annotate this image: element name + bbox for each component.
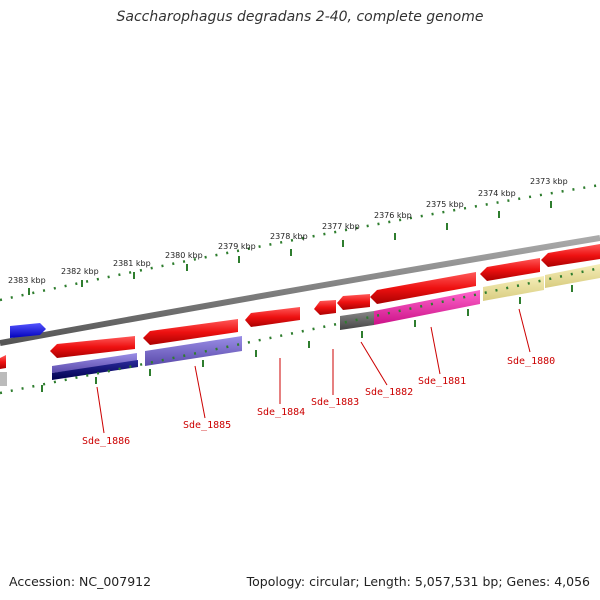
gene-label-sde-1886[interactable]: Sde_1886 bbox=[82, 436, 130, 447]
forward-strand-genes bbox=[10, 244, 600, 338]
scale-label: 2381 kbp bbox=[113, 259, 151, 268]
gene-arrow-reverse[interactable] bbox=[245, 307, 300, 327]
gene-arrow-reverse[interactable] bbox=[337, 294, 370, 310]
gene-label-sde-1880[interactable]: Sde_1880 bbox=[507, 356, 555, 367]
gene-arrow-reverse[interactable] bbox=[0, 355, 6, 369]
gene-arrow-reverse[interactable] bbox=[50, 336, 135, 358]
scale-label: 2376 kbp bbox=[374, 211, 412, 220]
gene-arrow-reverse[interactable] bbox=[541, 244, 600, 267]
gene-label-sde-1882[interactable]: Sde_1882 bbox=[365, 387, 413, 398]
accession-text: Accession: NC_007912 bbox=[9, 574, 152, 589]
genome-backbone bbox=[0, 235, 600, 346]
scale-ticks-outer bbox=[0, 183, 600, 302]
gene-feature-purple[interactable] bbox=[52, 353, 137, 373]
scale-label: 2375 kbp bbox=[426, 200, 464, 209]
gene-leader-lines bbox=[96, 308, 531, 434]
gene-feature-navy[interactable] bbox=[52, 360, 138, 380]
scale-ticks-inner bbox=[0, 266, 600, 395]
scale-label: 2382 kbp bbox=[61, 267, 99, 276]
genome-title: Saccharophagus degradans 2-40, complete … bbox=[116, 9, 484, 25]
gene-feature-gray[interactable] bbox=[0, 372, 7, 386]
scale-labels: 2383 kbp 2382 kbp 2381 kbp 2380 kbp 2379… bbox=[8, 177, 568, 285]
scale-label: 2383 kbp bbox=[8, 276, 46, 285]
scale-label: 2374 kbp bbox=[478, 189, 516, 198]
gene-feature-yellow[interactable] bbox=[545, 264, 600, 288]
gene-label-sde-1883[interactable]: Sde_1883 bbox=[311, 397, 359, 408]
gene-arrow-blue[interactable] bbox=[10, 323, 46, 338]
scale-label: 2378 kbp bbox=[270, 232, 308, 241]
gene-label-sde-1881[interactable]: Sde_1881 bbox=[418, 376, 466, 387]
gene-arrow-reverse[interactable] bbox=[480, 258, 540, 281]
gene-arrow-reverse[interactable] bbox=[314, 300, 336, 315]
gene-label-sde-1884[interactable]: Sde_1884 bbox=[257, 407, 305, 418]
gene-feature-purple[interactable] bbox=[145, 336, 242, 366]
gene-arrow-reverse[interactable] bbox=[143, 319, 238, 345]
scale-label: 2377 kbp bbox=[322, 222, 360, 231]
gene-arrow-reverse[interactable] bbox=[370, 272, 476, 304]
scale-label: 2380 kbp bbox=[165, 251, 203, 260]
gene-labels: Sde_1886 Sde_1885 Sde_1884 Sde_1883 Sde_… bbox=[82, 356, 555, 447]
genome-summary-text: Topology: circular; Length: 5,057,531 bp… bbox=[246, 574, 590, 589]
scale-label: 2373 kbp bbox=[530, 177, 568, 186]
scale-label: 2379 kbp bbox=[218, 242, 256, 251]
gene-label-sde-1885[interactable]: Sde_1885 bbox=[183, 420, 231, 431]
